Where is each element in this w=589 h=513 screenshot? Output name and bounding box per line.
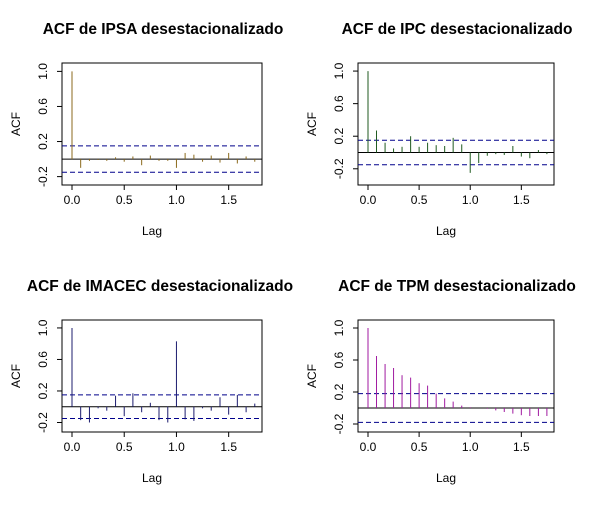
chart-panel-ipsa: ACF de IPSA desestacionalizado Lag ACF 0… xyxy=(9,21,283,238)
y-tick-label: -0.2 xyxy=(332,158,346,179)
y-tick-label: 0.2 xyxy=(332,383,346,400)
x-tick-label: 1.0 xyxy=(462,440,479,454)
x-tick-label: 0.0 xyxy=(64,440,81,454)
plot-frame xyxy=(61,62,263,186)
y-tick-label: 1.0 xyxy=(36,63,50,80)
plot-frame xyxy=(357,319,555,433)
y-tick-label: 0.6 xyxy=(36,98,50,115)
y-tick-label: 0.2 xyxy=(36,133,50,150)
x-tick-label: 1.0 xyxy=(168,440,185,454)
y-tick-label: 1.0 xyxy=(36,319,50,336)
y-tick-label: 0.2 xyxy=(36,382,50,399)
plot-frame xyxy=(61,319,263,433)
x-axis-label: Lag xyxy=(142,471,162,485)
chart-title: ACF de TPM desestacionalizado xyxy=(338,278,576,295)
y-tick-label: -0.2 xyxy=(36,412,50,433)
x-tick-label: 0.0 xyxy=(64,193,81,207)
chart-title: ACF de IPSA desestacionalizado xyxy=(43,21,284,38)
y-tick-label: 0.6 xyxy=(332,95,346,112)
x-tick-label: 1.5 xyxy=(220,440,237,454)
chart-panel-tpm: ACF de TPM desestacionalizado Lag ACF 0.… xyxy=(305,278,576,485)
x-tick-label: 0.5 xyxy=(411,440,428,454)
plot-frame xyxy=(357,62,555,186)
x-tick-label: 1.5 xyxy=(220,193,237,207)
chart-panel-ipc: ACF de IPC desestacionalizado Lag ACF 0.… xyxy=(305,21,572,238)
x-tick-label: 0.5 xyxy=(116,440,133,454)
y-axis-label: ACF xyxy=(9,112,23,136)
x-tick-label: 0.0 xyxy=(360,193,377,207)
y-tick-label: 1.0 xyxy=(332,319,346,336)
x-tick-label: 0.5 xyxy=(411,193,428,207)
x-axis-label: Lag xyxy=(142,224,162,238)
y-tick-label: 0.6 xyxy=(332,351,346,368)
x-tick-label: 0.5 xyxy=(116,193,133,207)
y-axis-label: ACF xyxy=(9,364,23,388)
x-tick-label: 1.0 xyxy=(462,193,479,207)
chart-title: ACF de IPC desestacionalizado xyxy=(342,21,573,38)
y-tick-label: 0.6 xyxy=(36,351,50,368)
x-tick-label: 1.5 xyxy=(513,440,530,454)
x-axis-label: Lag xyxy=(436,471,456,485)
y-tick-label: -0.2 xyxy=(36,166,50,187)
y-tick-label: 1.0 xyxy=(332,62,346,79)
x-tick-label: 1.0 xyxy=(168,193,185,207)
y-axis-label: ACF xyxy=(305,364,319,388)
chart-panel-imacec: ACF de IMACEC desestacionalizado Lag ACF… xyxy=(9,278,293,485)
y-tick-label: 0.2 xyxy=(332,128,346,145)
y-tick-label: -0.2 xyxy=(332,413,346,434)
y-axis-label: ACF xyxy=(305,112,319,136)
x-tick-label: 0.0 xyxy=(360,440,377,454)
x-tick-label: 1.5 xyxy=(513,193,530,207)
x-axis-label: Lag xyxy=(436,224,456,238)
chart-title: ACF de IMACEC desestacionalizado xyxy=(27,278,293,295)
